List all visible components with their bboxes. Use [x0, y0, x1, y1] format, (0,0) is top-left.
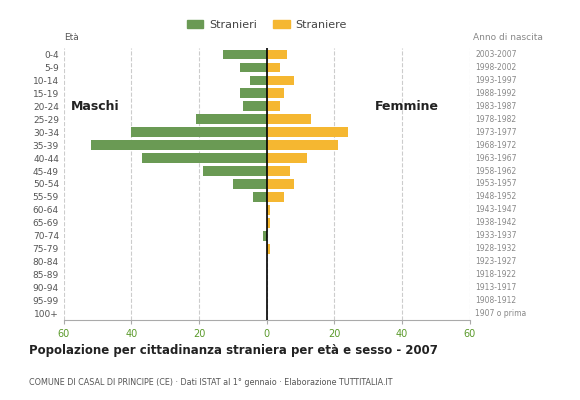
Bar	[243, 102, 267, 111]
Text: Popolazione per cittadinanza straniera per età e sesso - 2007: Popolazione per cittadinanza straniera p…	[29, 344, 438, 357]
Bar	[267, 140, 338, 150]
Text: 1963-1967: 1963-1967	[476, 154, 517, 162]
Bar	[240, 88, 267, 98]
Text: 1938-1942: 1938-1942	[476, 218, 517, 227]
Bar	[253, 192, 267, 202]
Text: 2003-2007: 2003-2007	[476, 50, 517, 59]
Bar	[132, 127, 267, 137]
Text: 1988-1992: 1988-1992	[476, 89, 516, 98]
Bar	[263, 231, 267, 241]
Bar	[250, 76, 267, 85]
Bar	[233, 179, 267, 189]
Bar	[267, 166, 291, 176]
Bar	[267, 192, 284, 202]
Bar	[267, 218, 270, 228]
Bar	[240, 62, 267, 72]
Text: 1958-1962: 1958-1962	[476, 166, 517, 176]
Bar	[267, 114, 311, 124]
Bar	[267, 102, 280, 111]
Text: 1933-1937: 1933-1937	[476, 231, 517, 240]
Text: 1913-1917: 1913-1917	[476, 283, 517, 292]
Text: 1928-1932: 1928-1932	[476, 244, 516, 253]
Bar	[267, 179, 294, 189]
Text: 1908-1912: 1908-1912	[476, 296, 516, 305]
Text: COMUNE DI CASAL DI PRINCIPE (CE) · Dati ISTAT al 1° gennaio · Elaborazione TUTTI: COMUNE DI CASAL DI PRINCIPE (CE) · Dati …	[29, 378, 393, 387]
Bar	[267, 62, 280, 72]
Bar	[223, 50, 267, 59]
Text: 1948-1952: 1948-1952	[476, 192, 517, 202]
Text: 1943-1947: 1943-1947	[476, 206, 517, 214]
Text: Anno di nascita: Anno di nascita	[473, 34, 542, 42]
Bar	[195, 114, 267, 124]
Bar	[142, 153, 267, 163]
Bar	[267, 205, 270, 215]
Bar	[267, 127, 348, 137]
Text: Età: Età	[64, 34, 78, 42]
Bar	[267, 88, 284, 98]
Bar	[267, 244, 270, 254]
Bar	[267, 76, 294, 85]
Bar	[267, 50, 287, 59]
Text: 1998-2002: 1998-2002	[476, 63, 517, 72]
Bar	[202, 166, 267, 176]
Text: 1907 o prima: 1907 o prima	[476, 309, 527, 318]
Text: 1993-1997: 1993-1997	[476, 76, 517, 85]
Text: Femmine: Femmine	[375, 100, 439, 113]
Legend: Stranieri, Straniere: Stranieri, Straniere	[182, 16, 351, 34]
Text: 1953-1957: 1953-1957	[476, 180, 517, 188]
Bar	[267, 153, 307, 163]
Bar	[91, 140, 267, 150]
Text: 1978-1982: 1978-1982	[476, 115, 516, 124]
Text: 1918-1922: 1918-1922	[476, 270, 516, 279]
Text: Maschi: Maschi	[71, 100, 119, 113]
Text: 1923-1927: 1923-1927	[476, 257, 517, 266]
Text: 1973-1977: 1973-1977	[476, 128, 517, 137]
Text: 1983-1987: 1983-1987	[476, 102, 517, 111]
Text: 1968-1972: 1968-1972	[476, 141, 517, 150]
